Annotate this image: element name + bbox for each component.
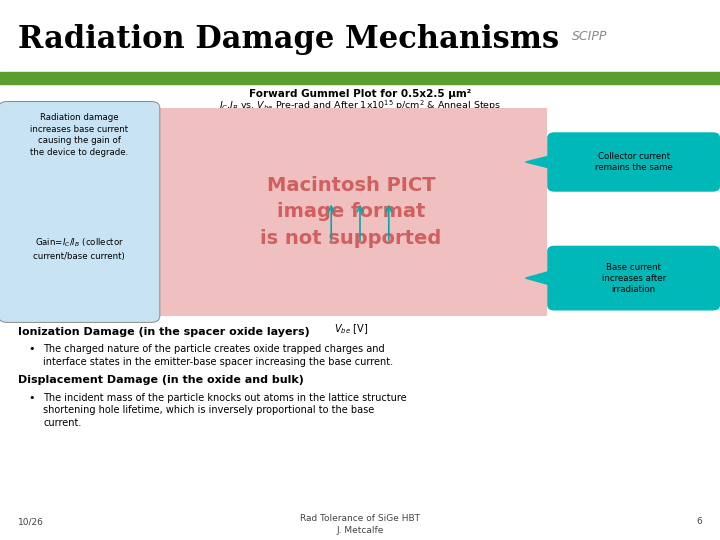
- Text: Radiation Damage Mechanisms: Radiation Damage Mechanisms: [18, 24, 559, 55]
- FancyBboxPatch shape: [547, 246, 720, 310]
- Bar: [0, 72, 720, 84]
- Polygon shape: [526, 270, 554, 286]
- Text: J. Metcalfe: J. Metcalfe: [336, 525, 384, 535]
- Text: •: •: [29, 393, 35, 403]
- FancyBboxPatch shape: [547, 132, 720, 192]
- Text: The incident mass of the particle knocks out atoms in the lattice structure
shor: The incident mass of the particle knocks…: [43, 393, 407, 428]
- Text: Displacement Damage (in the oxide and bulk): Displacement Damage (in the oxide and bu…: [18, 375, 304, 386]
- Text: Base current
increases after
irradiation: Base current increases after irradiation: [601, 262, 666, 294]
- Text: Macintosh PICT
image format
is not supported: Macintosh PICT image format is not suppo…: [261, 176, 441, 248]
- Text: Collector current
remains the same: Collector current remains the same: [595, 152, 672, 172]
- Text: 6: 6: [696, 517, 702, 526]
- Text: Radiation damage
increases base current
causing the gain of
the device to degrad: Radiation damage increases base current …: [30, 113, 128, 157]
- Text: $V_{be}$ [V]: $V_{be}$ [V]: [334, 322, 368, 336]
- Text: The charged nature of the particle creates oxide trapped charges and
interface s: The charged nature of the particle creat…: [43, 344, 393, 367]
- Text: $I_C$,$I_B$ vs. $V_{be}$ Pre-rad and After 1x10$^{15}$ p/cm$^2$ & Anneal Steps: $I_C$,$I_B$ vs. $V_{be}$ Pre-rad and Aft…: [219, 98, 501, 113]
- FancyBboxPatch shape: [0, 102, 160, 322]
- Text: Forward Gummel Plot for 0.5x2.5 μm²: Forward Gummel Plot for 0.5x2.5 μm²: [249, 89, 471, 99]
- Text: SCIPP: SCIPP: [572, 30, 608, 43]
- Text: •: •: [29, 344, 35, 354]
- Bar: [155, 108, 547, 316]
- Text: 10/26: 10/26: [18, 517, 44, 526]
- Text: Gain=$I_C$/$I_B$ (collector
current/base current): Gain=$I_C$/$I_B$ (collector current/base…: [33, 237, 125, 261]
- Polygon shape: [526, 154, 554, 170]
- Text: Ionization Damage (in the spacer oxide layers): Ionization Damage (in the spacer oxide l…: [18, 327, 310, 337]
- Text: $I_C$, $I_B$ [A]: $I_C$, $I_B$ [A]: [143, 193, 156, 231]
- Text: Rad Tolerance of SiGe HBT: Rad Tolerance of SiGe HBT: [300, 514, 420, 523]
